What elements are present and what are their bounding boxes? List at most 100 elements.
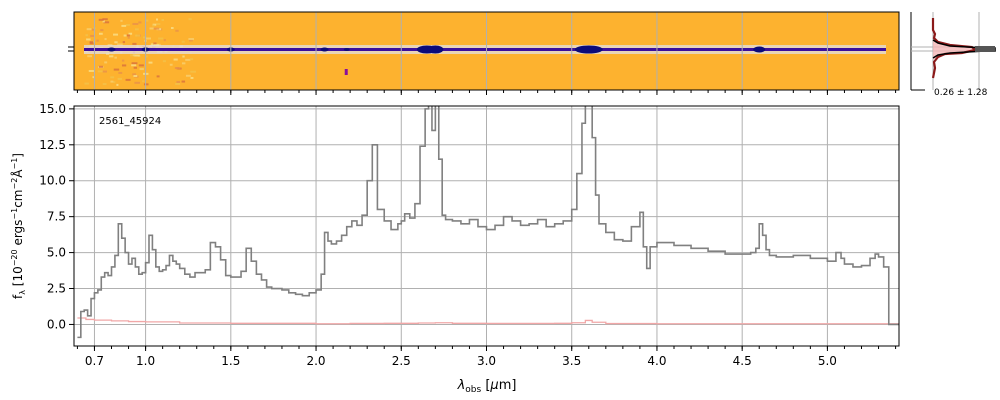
spectrum-2d-trace bbox=[84, 48, 886, 51]
spectrum-2d-noise-pixel bbox=[188, 18, 192, 21]
spectrum-2d-noise-pixel bbox=[121, 24, 127, 27]
spectrum-2d-hotspot bbox=[753, 46, 766, 53]
spectrum-2d-noise-pixel bbox=[102, 70, 107, 73]
spectrum-2d-features bbox=[107, 45, 766, 75]
spectrum-2d-noise-pixel bbox=[91, 28, 95, 31]
profile-inset-panel: 0.26 ± 1.28 bbox=[910, 12, 996, 98]
x-tick-label: 2.5 bbox=[392, 354, 411, 368]
spectrum-2d-noise-pixel bbox=[117, 43, 123, 46]
spectrum-2d-noise-pixel bbox=[135, 34, 141, 37]
spectrum-2d-ticks bbox=[76, 90, 897, 95]
spectrum-2d-noise-pixel bbox=[133, 75, 138, 78]
spectrum-2d-noise-pixel bbox=[153, 42, 157, 45]
spectrum-2d-noise-pixel bbox=[113, 68, 120, 71]
spectrum-2d-noise-pixel bbox=[156, 23, 161, 26]
spectrum-2d-noise-pixel bbox=[117, 77, 122, 80]
spectrum-2d-noise-pixel bbox=[85, 34, 88, 37]
spectrum-2d-noise-pixel bbox=[102, 20, 105, 23]
spectrum-2d-noise-pixel bbox=[170, 27, 174, 30]
spectrum-2d-noise-pixel bbox=[131, 64, 137, 67]
spectrum-2d-noise-pixel bbox=[132, 73, 137, 76]
spectrum-2d-noise-pixel bbox=[114, 56, 117, 59]
spectrum-2d-noise-pixel bbox=[84, 82, 89, 85]
profile-inset-fill bbox=[933, 18, 975, 80]
spectrum-2d-noise-pixel bbox=[110, 80, 114, 83]
spectrum-2d-noise-pixel bbox=[90, 34, 95, 37]
spectrum-2d-noise-pixel bbox=[121, 64, 127, 67]
spectrum-2d-noise-pixel bbox=[104, 61, 108, 64]
spectrum-2d-hotspot bbox=[427, 45, 444, 54]
profile-inset-annotation: 0.26 ± 1.28 bbox=[934, 88, 988, 98]
spectrum-2d-artifact bbox=[344, 69, 348, 75]
spectrum-2d-noise-pixel bbox=[86, 38, 91, 41]
spectrum-2d-noise-pixel bbox=[113, 81, 116, 84]
spectrum-2d-noise-pixel bbox=[181, 40, 185, 43]
x-tick-label: 3.5 bbox=[562, 354, 581, 368]
spectrum-2d-noise-pixel bbox=[181, 62, 186, 65]
spectrum-2d-noise-pixel bbox=[102, 83, 107, 86]
spectrum-2d-noise-pixel bbox=[114, 41, 118, 44]
spectrum-2d-noise-pixel bbox=[125, 78, 131, 81]
spectrum-2d-noise-pixel bbox=[89, 41, 93, 44]
spectrum-2d-noise-pixel bbox=[185, 58, 191, 61]
spectrum-2d-noise-pixel bbox=[89, 42, 94, 45]
spectrum-2d-noise-pixel bbox=[102, 18, 108, 21]
spectrum-2d-noise-pixel bbox=[162, 60, 166, 63]
spectrum-2d-noise-pixel bbox=[169, 63, 173, 66]
x-tick-label: 2.0 bbox=[306, 354, 325, 368]
spectrum-2d-noise-pixel bbox=[138, 64, 144, 67]
spectrum-2d-noise-pixel bbox=[126, 34, 130, 37]
spectrum-2d-noise-pixel bbox=[100, 29, 104, 32]
spectrum-2d-noise-pixel bbox=[104, 38, 107, 41]
spectrum-2d-noise-pixel bbox=[182, 55, 185, 58]
spectrum-1d-grid bbox=[74, 106, 899, 346]
spectrum-2d-noise-pixel bbox=[87, 55, 93, 58]
y-tick-label: 7.5 bbox=[47, 210, 66, 224]
spectrum-2d-noise-pixel bbox=[138, 21, 142, 24]
spectrum-2d-noise-pixel bbox=[190, 70, 196, 73]
y-axis-label: fλ [10−20 ergs−1cm−2Å−1] bbox=[10, 153, 27, 299]
spectrum-2d-noise-pixel bbox=[96, 39, 99, 42]
spectrum-2d-noise-pixel bbox=[134, 81, 140, 84]
spectrum-2d-noise-pixel bbox=[132, 22, 139, 25]
spectrum-2d-noise-pixel bbox=[148, 61, 153, 64]
spectrum-2d-noise-pixel bbox=[161, 18, 165, 21]
spectrum-2d-noise-pixel bbox=[98, 65, 104, 68]
spectrum-2d-noise-pixel bbox=[132, 42, 137, 45]
spectrum-2d-noise-pixel bbox=[144, 19, 149, 22]
spectrum-2d-noise-pixel bbox=[131, 62, 138, 65]
spectrum-2d-noise-pixel bbox=[108, 55, 114, 58]
x-tick-label: 1.5 bbox=[221, 354, 240, 368]
x-tick-label: 4.5 bbox=[733, 354, 752, 368]
spectrum-2d-noise-pixel bbox=[110, 76, 115, 79]
spectrum-2d-noise-pixel bbox=[175, 82, 181, 85]
spectrum-2d-noise-pixel bbox=[97, 70, 104, 73]
spectrum-2d-noise-pixel bbox=[175, 67, 181, 70]
spectrum-2d-noise-pixel bbox=[134, 54, 140, 57]
flux-series-line bbox=[77, 106, 899, 339]
spectrum-2d-noise-pixel bbox=[149, 27, 155, 30]
spectrum-2d-noise-pixel bbox=[153, 27, 160, 30]
spectrum-2d-noise-pixel bbox=[133, 66, 138, 69]
error-series-line bbox=[77, 317, 899, 325]
y-tick-label: 2.5 bbox=[47, 282, 66, 296]
spectrum-2d-noise-pixel bbox=[145, 55, 148, 58]
x-axis-ticks: 0.7 1.0 1.5 2.0 2.5 3.0 3.5 4.0 4.5 5.0 bbox=[76, 346, 897, 368]
spectrum-2d-grid bbox=[93, 12, 828, 90]
spectrum-2d-noise-pixel bbox=[103, 21, 110, 24]
spectrum-2d-noise-pixel bbox=[128, 32, 133, 35]
spectrum-2d-noise-pixel bbox=[130, 54, 135, 57]
spectrum-2d-noise-pixel bbox=[142, 80, 145, 83]
spectrum-2d-noise-pixel bbox=[139, 68, 144, 71]
spectrum-2d-noise-pixel bbox=[113, 33, 119, 36]
spectrum-2d-noise-pixel bbox=[152, 24, 155, 27]
profile-inset-data bbox=[931, 18, 978, 79]
spectrum-2d-noise-pixel bbox=[120, 19, 123, 22]
spectrum-2d-noise-pixel bbox=[145, 37, 151, 40]
spectrum-2d-noise-pixel bbox=[189, 58, 194, 61]
spectrum-2d-noise-pixel bbox=[86, 28, 92, 31]
spectrum-2d-noise-pixel bbox=[123, 34, 127, 37]
spectrum-2d-noise-pixel bbox=[88, 69, 95, 72]
y-tick-label: 5.0 bbox=[47, 246, 66, 260]
